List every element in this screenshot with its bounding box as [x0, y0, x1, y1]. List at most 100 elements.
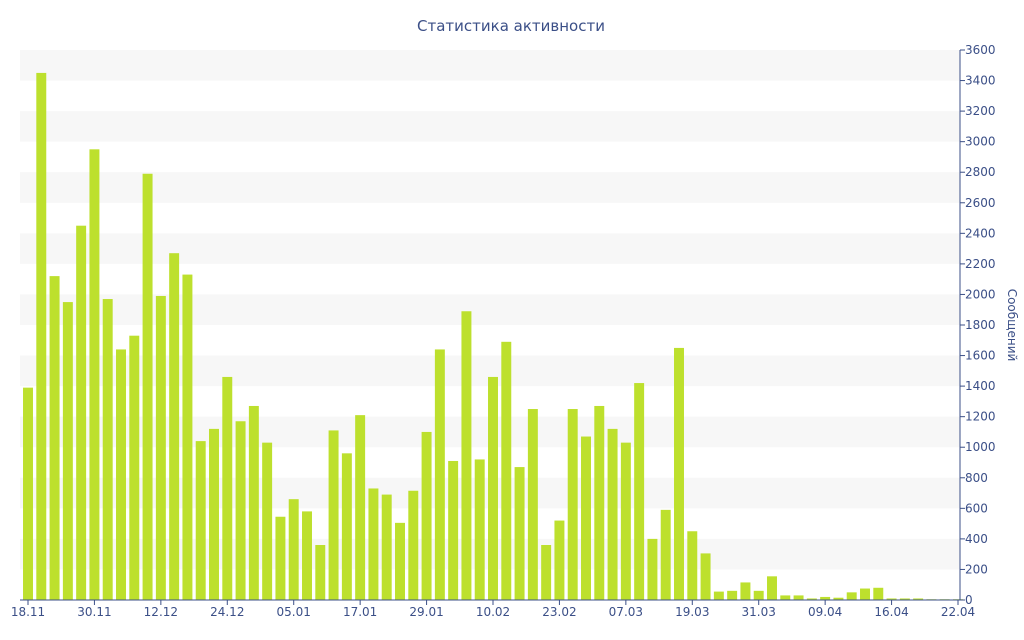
y-tick-label: 600 — [965, 501, 988, 515]
bar — [262, 442, 273, 600]
x-tick-label: 22.04 — [941, 605, 975, 619]
bar — [740, 582, 751, 600]
bar — [102, 299, 113, 600]
bar — [753, 590, 764, 600]
bar — [381, 494, 392, 600]
bar — [820, 596, 831, 600]
bar — [36, 72, 47, 601]
grid-band — [20, 233, 960, 264]
x-tick-label: 23.02 — [542, 605, 576, 619]
y-tick-label: 2600 — [965, 196, 996, 210]
bar — [49, 276, 60, 600]
bar — [727, 590, 738, 600]
bar — [222, 376, 233, 600]
bar — [607, 428, 618, 600]
x-tick-label: 29.01 — [409, 605, 443, 619]
bar — [687, 531, 698, 600]
bar — [129, 335, 140, 600]
bar — [501, 341, 512, 600]
bar — [169, 253, 180, 600]
bar — [76, 225, 87, 600]
bar — [328, 430, 339, 600]
x-tick-label: 09.04 — [808, 605, 842, 619]
bar — [408, 490, 419, 600]
bar — [780, 595, 791, 600]
bar — [209, 428, 219, 600]
bar — [700, 553, 711, 600]
bar — [155, 295, 166, 600]
bar — [647, 538, 658, 600]
y-tick-label: 400 — [965, 532, 988, 546]
bar — [89, 149, 100, 600]
bar — [62, 302, 73, 600]
x-tick-label: 05.01 — [277, 605, 311, 619]
y-tick-label: 1400 — [965, 379, 996, 393]
bar — [899, 598, 910, 600]
bar — [594, 405, 605, 600]
bar — [474, 459, 485, 600]
bar — [275, 516, 286, 600]
axes: 0 200 400 600 800 1000 1200 1400 1600 1800 2000 220… — [11, 43, 996, 619]
x-tick-label: 19.03 — [675, 605, 709, 619]
y-tick-label: 3400 — [965, 74, 996, 88]
x-tick-label: 18.11 — [11, 605, 45, 619]
bar — [235, 421, 246, 600]
x-tick-label: 24.12 — [210, 605, 244, 619]
bar — [860, 588, 870, 600]
bar — [23, 387, 33, 600]
chart-title: Статистика активности — [417, 17, 605, 35]
bar — [886, 598, 897, 600]
bar — [527, 409, 538, 600]
bar — [806, 598, 817, 600]
x-tick-label: 12.12 — [144, 605, 178, 619]
x-tick-label: 31.03 — [742, 605, 776, 619]
bar — [873, 587, 884, 600]
bars — [23, 72, 963, 601]
bar — [660, 509, 671, 600]
grid-band — [20, 50, 960, 81]
bar — [541, 545, 552, 600]
bar — [913, 598, 924, 600]
bar — [448, 460, 459, 600]
y-tick-label: 1800 — [965, 318, 996, 332]
y-tick-label: 1200 — [965, 410, 996, 424]
bar — [567, 409, 578, 600]
bar — [116, 349, 126, 600]
bar — [355, 415, 366, 600]
x-tick-label: 07.03 — [609, 605, 643, 619]
bar — [634, 383, 645, 600]
y-tick-label: 2400 — [965, 226, 996, 240]
y-tick-label: 3200 — [965, 104, 996, 118]
grid-band — [20, 172, 960, 203]
bar — [288, 499, 299, 600]
x-tick-label: 10.02 — [476, 605, 510, 619]
y-tick-label: 1000 — [965, 440, 996, 454]
bar — [514, 467, 525, 600]
bar — [461, 311, 472, 600]
bar — [395, 522, 405, 600]
bar — [846, 592, 857, 600]
bar — [248, 405, 259, 600]
bar — [315, 545, 326, 600]
bar — [620, 442, 631, 600]
y-tick-label: 0 — [965, 593, 973, 607]
bar — [674, 347, 684, 600]
bar — [421, 431, 432, 600]
y-tick-label: 200 — [965, 562, 988, 576]
bar — [713, 591, 724, 600]
bar — [142, 173, 153, 600]
y-tick-label: 800 — [965, 471, 988, 485]
grid-band — [20, 111, 960, 142]
bar — [488, 376, 498, 600]
bar — [302, 511, 312, 600]
y-tick-label: 2000 — [965, 287, 996, 301]
bar — [793, 595, 804, 600]
bar — [434, 349, 445, 600]
x-tick-label: 17.01 — [343, 605, 377, 619]
x-tick-label: 16.04 — [874, 605, 908, 619]
bar — [767, 576, 777, 600]
y-axis-label: Сообщений — [1005, 289, 1019, 362]
y-tick-label: 1600 — [965, 349, 996, 363]
y-tick-label: 3600 — [965, 43, 996, 57]
